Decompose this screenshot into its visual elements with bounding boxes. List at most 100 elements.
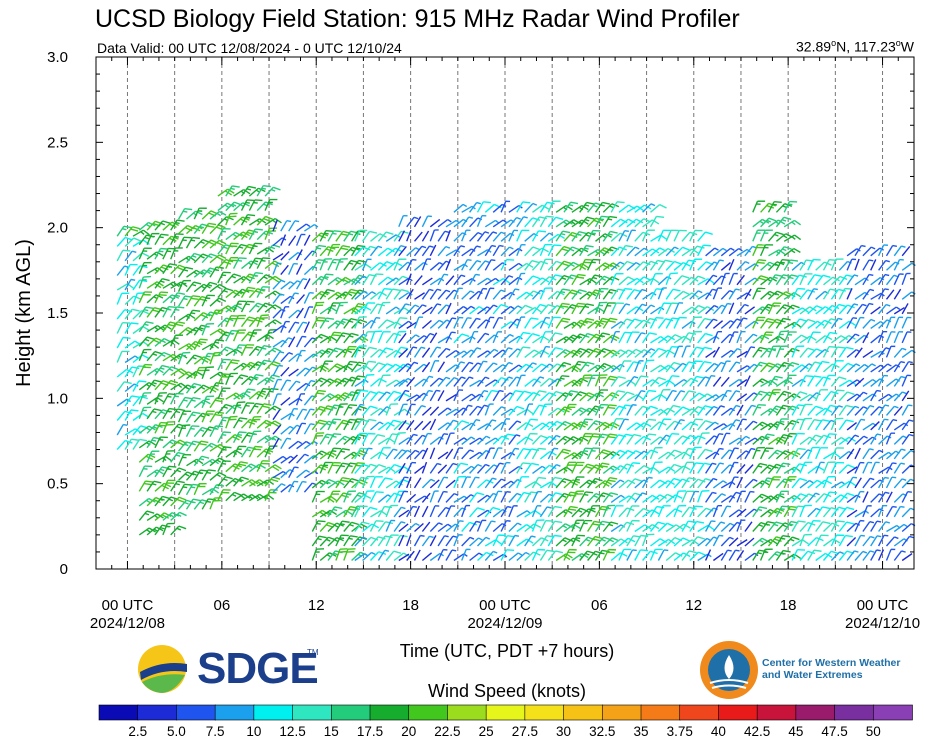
wind-barb [571, 273, 586, 286]
wind-barb-staff [468, 476, 476, 489]
wind-barb-staff [225, 257, 232, 269]
wind-barb-half-flag [310, 408, 315, 411]
wind-barb [492, 364, 507, 373]
wind-barb [154, 512, 172, 521]
wind-barb [225, 315, 239, 327]
data-valid-subtitle: Data Valid: 00 UTC 12/08/2024 - 0 UTC 12… [97, 40, 402, 56]
wind-barb-staff [209, 382, 217, 394]
wind-barb-flag [516, 405, 525, 410]
wind-barb-staff [154, 422, 162, 434]
wind-barb-staff [256, 247, 268, 255]
wind-barb-staff [377, 331, 384, 344]
wind-barb-staff [461, 494, 472, 503]
wind-barb [193, 483, 207, 496]
wind-barb-flag [167, 421, 175, 423]
wind-barb-staff [343, 333, 352, 344]
wind-barb-half-flag [245, 201, 250, 204]
wind-barb-staff [248, 361, 259, 371]
wind-barb-staff [311, 259, 319, 271]
wind-barb [421, 521, 431, 532]
wind-barb-staff [319, 420, 330, 431]
wind-barb-half-flag [491, 244, 496, 248]
wind-barb [132, 265, 148, 276]
wind-barb-staff [154, 482, 165, 492]
wind-barb-staff [469, 232, 479, 242]
wind-barb-staff [256, 377, 268, 386]
wind-barb-half-flag [601, 277, 607, 281]
wind-barb-half-flag [491, 259, 496, 262]
wind-barb-staff [264, 420, 276, 429]
wind-barb-flag [316, 548, 325, 550]
wind-barb [116, 225, 132, 237]
wind-barb-staff [209, 266, 217, 278]
wind-barb-half-flag [491, 419, 497, 422]
wind-barb [453, 553, 468, 562]
wind-barb [563, 403, 577, 416]
wind-barb-half-flag [422, 304, 427, 307]
wind-barb-staff [539, 493, 550, 503]
wind-barb [385, 504, 399, 518]
wind-barb-staff [508, 217, 518, 228]
wind-barb-staff [233, 392, 245, 400]
wind-barb-flag [160, 436, 168, 439]
wind-barb-flag [159, 294, 167, 296]
wind-barb-staff [547, 244, 555, 257]
wind-barb-half-flag [508, 376, 513, 380]
wind-barb [232, 314, 246, 327]
wind-barb-staff [571, 391, 581, 402]
wind-barb-flag [160, 247, 169, 250]
wind-barb-half-flag [384, 549, 390, 552]
wind-barb-half-flag [268, 448, 273, 450]
wind-barb-staff [508, 406, 518, 416]
wind-barb [406, 505, 418, 518]
wind-barb [311, 520, 326, 532]
wind-barb-staff [233, 202, 244, 212]
wind-barb-staff [602, 289, 611, 300]
wind-barb-staff [233, 374, 242, 386]
wind-barb-half-flag [253, 231, 259, 234]
wind-barb-staff [327, 230, 335, 242]
wind-barb [170, 467, 187, 478]
wind-barb-staff [445, 275, 455, 286]
wind-barb-staff [398, 523, 409, 533]
wind-barb-half-flag [160, 411, 166, 415]
wind-barb [154, 278, 170, 289]
wind-barb-staff [154, 365, 163, 376]
wind-barb-half-flag [224, 204, 230, 208]
wind-barb-staff [369, 491, 377, 503]
wind-barb-staff [162, 439, 173, 449]
wind-barb-flag [126, 368, 134, 374]
wind-barb-staff [469, 217, 479, 228]
wind-barb-staff [437, 219, 449, 228]
lat-value: 32.89 [796, 38, 832, 55]
wind-barb [516, 316, 526, 329]
wind-barb-flag [476, 492, 485, 496]
wind-barb-half-flag [476, 201, 481, 205]
wind-barb-staff [461, 449, 471, 460]
wind-barb-flag [206, 323, 215, 325]
wind-barb [138, 348, 152, 362]
wind-barb-flag [184, 396, 193, 400]
wind-barb [264, 445, 278, 458]
wind-barb [429, 218, 441, 228]
wind-barb-staff [469, 552, 480, 562]
wind-barb-half-flag [413, 216, 419, 220]
wind-barb-staff [437, 246, 447, 257]
wind-barb-staff [280, 469, 291, 479]
wind-barb-half-flag [489, 403, 494, 405]
wind-barb-half-flag [208, 313, 213, 317]
wind-barb-staff [508, 230, 515, 242]
wind-barb-half-flag [176, 469, 182, 473]
wind-barb [343, 418, 358, 431]
wind-barb-flag [247, 286, 256, 290]
wind-barb-half-flag [221, 433, 227, 436]
wind-barb-flag [506, 549, 515, 552]
wind-barb [369, 536, 386, 547]
wind-barb [146, 480, 162, 492]
wind-barb-half-flag [506, 461, 511, 464]
wind-barb-flag [584, 519, 593, 522]
wind-barb-staff [393, 258, 400, 271]
wind-barb-staff [193, 427, 203, 438]
wind-barb [453, 203, 468, 213]
wind-barb-half-flag [302, 480, 307, 483]
